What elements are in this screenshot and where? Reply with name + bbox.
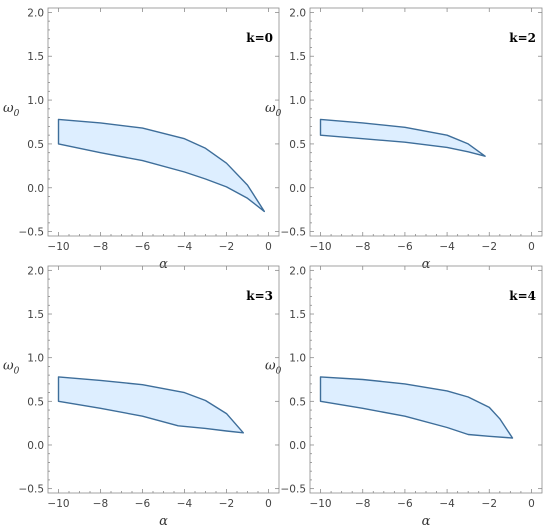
y-tick-label: 2.0 xyxy=(289,7,306,19)
x-axis-label: α xyxy=(422,514,431,528)
y-tick-label: 1.5 xyxy=(27,51,44,63)
y-tick-label: 0.0 xyxy=(289,440,306,452)
y-tick-label: −0.5 xyxy=(19,484,45,496)
y-tick-label: 0.5 xyxy=(289,139,306,151)
x-tick-label: −4 xyxy=(177,241,193,253)
y-axis-label-subscript: 0 xyxy=(14,109,20,119)
x-tick-label: −10 xyxy=(47,241,69,253)
x-tick-label: −8 xyxy=(93,498,108,510)
x-tick-label: −4 xyxy=(177,498,193,510)
x-tick-label: −4 xyxy=(439,498,455,510)
y-axis-label: ω0 xyxy=(3,101,20,119)
y-axis-label: ω0 xyxy=(3,359,20,377)
y-axis-label-subscript: 0 xyxy=(14,367,20,377)
y-tick-label: 0.0 xyxy=(289,183,306,195)
y-tick-label: 1.5 xyxy=(289,309,306,321)
y-tick-label: 0.0 xyxy=(27,183,44,195)
y-tick-label: 1.0 xyxy=(27,353,44,365)
x-tick-label: 0 xyxy=(528,498,535,510)
x-tick-label: −10 xyxy=(309,241,331,253)
y-tick-label: 1.5 xyxy=(27,309,44,321)
y-tick-label: 2.0 xyxy=(27,7,44,19)
y-tick-label: 1.5 xyxy=(289,51,306,63)
x-tick-label: −2 xyxy=(219,498,234,510)
x-axis-label: α xyxy=(422,257,431,272)
x-axis-label: α xyxy=(159,514,168,528)
panel-label: k=4 xyxy=(509,289,536,303)
x-tick-label: −6 xyxy=(135,241,151,253)
x-tick-label: −2 xyxy=(482,241,497,253)
x-tick-label: −6 xyxy=(135,498,151,510)
panel-label: k=0 xyxy=(246,31,273,45)
x-tick-label: −2 xyxy=(219,241,234,253)
y-tick-label: 2.0 xyxy=(289,265,306,277)
y-tick-label: 1.0 xyxy=(27,95,44,107)
x-tick-label: −2 xyxy=(482,498,497,510)
region-area xyxy=(57,118,265,213)
y-tick-label: −0.5 xyxy=(281,227,307,239)
panel-label: k=2 xyxy=(509,31,536,45)
x-axis-label: α xyxy=(159,257,168,272)
x-tick-label: −10 xyxy=(309,498,331,510)
y-tick-label: 0.5 xyxy=(27,396,44,408)
region-area xyxy=(319,376,514,439)
panel-label: k=3 xyxy=(246,289,273,303)
x-tick-label: 0 xyxy=(528,241,535,253)
y-tick-label: 2.0 xyxy=(27,265,44,277)
region-area xyxy=(319,118,486,157)
x-tick-label: −8 xyxy=(355,498,370,510)
y-tick-label: 0.5 xyxy=(289,396,306,408)
x-tick-label: −6 xyxy=(397,241,413,253)
x-tick-label: −6 xyxy=(397,498,413,510)
x-tick-label: 0 xyxy=(265,498,272,510)
x-tick-label: 0 xyxy=(265,241,272,253)
y-axis-label-subscript: 0 xyxy=(276,109,282,119)
x-tick-label: −10 xyxy=(47,498,69,510)
y-tick-label: −0.5 xyxy=(281,484,307,496)
y-tick-label: −0.5 xyxy=(19,227,45,239)
x-tick-label: −8 xyxy=(93,241,108,253)
x-tick-label: −8 xyxy=(355,241,370,253)
x-tick-label: −4 xyxy=(439,241,455,253)
region-area xyxy=(57,376,244,434)
panel-0: −10 −8 −6 −4 −2 0 −0.5 0.0 0.5 1.0 1.5 2.0 α ω0 k=0 xyxy=(3,7,280,272)
y-tick-label: 0.0 xyxy=(27,440,44,452)
y-tick-label: 1.0 xyxy=(289,95,306,107)
y-axis-label-subscript: 0 xyxy=(276,367,282,377)
y-tick-label: 1.0 xyxy=(289,353,306,365)
y-tick-label: 0.5 xyxy=(27,139,44,151)
panel-2: −10 −8 −6 −4 −2 0 −0.5 0.0 0.5 1.0 1.5 2.0 α ω0 k=3 xyxy=(3,265,280,528)
